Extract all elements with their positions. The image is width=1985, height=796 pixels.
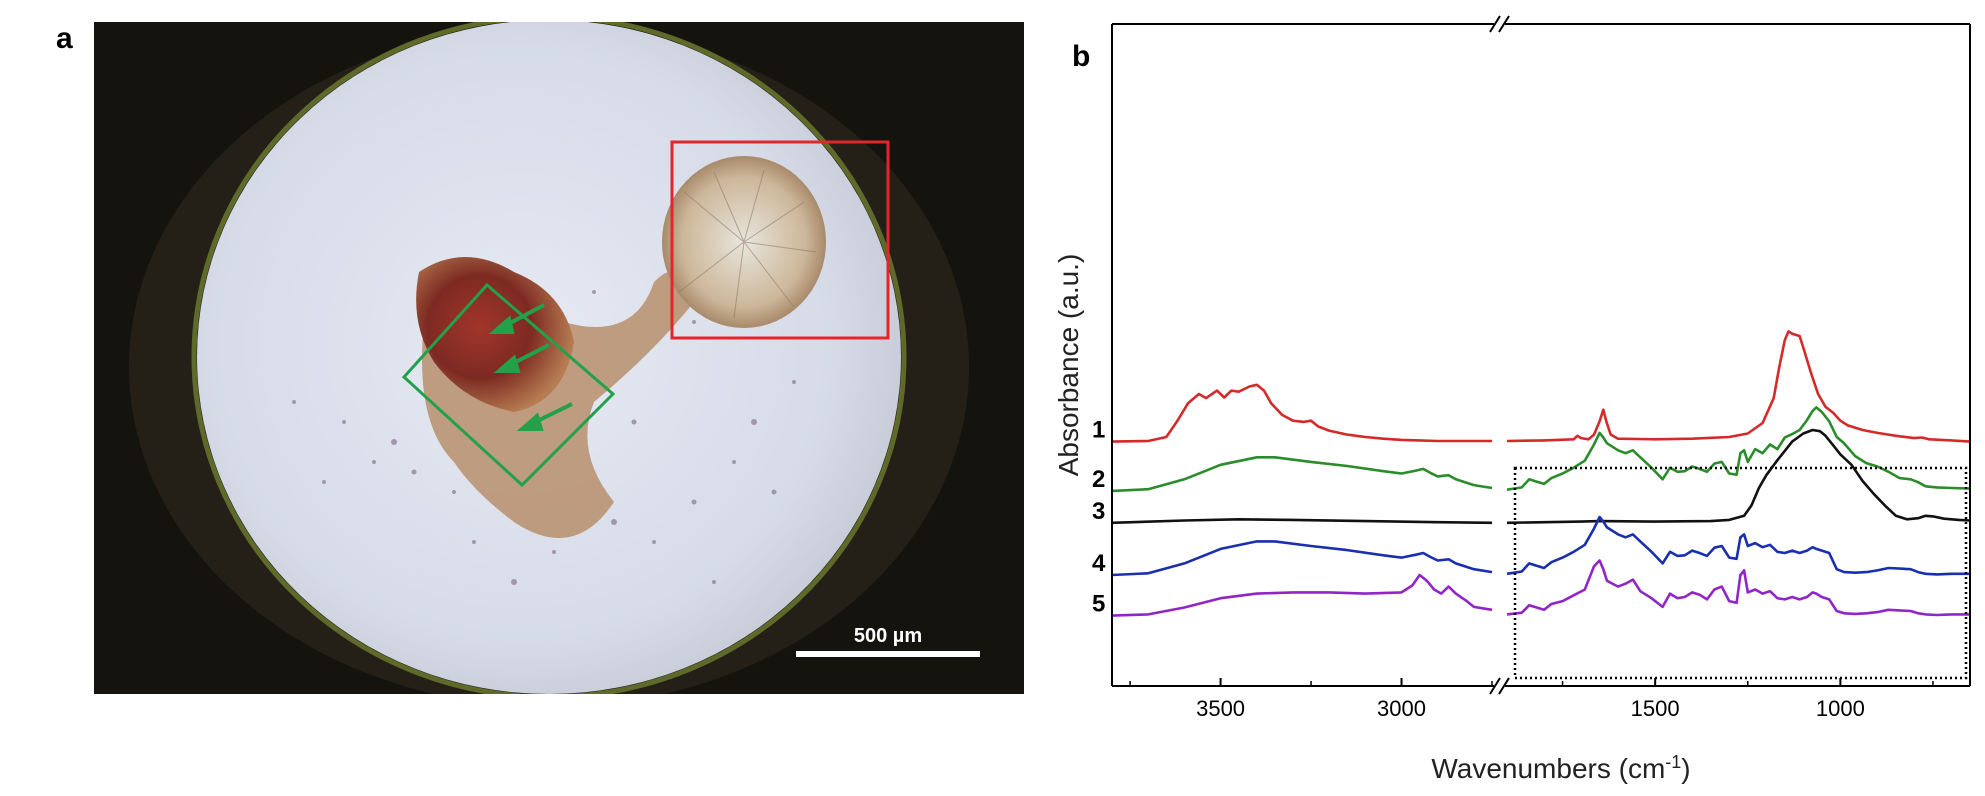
axis-break-mark [1498, 15, 1510, 33]
debris-speckles [292, 290, 796, 585]
series-3-label: 3 [1092, 498, 1105, 525]
series-5-high-line [1111, 573, 1493, 617]
series-4-high-line [1111, 540, 1493, 577]
y-axis-title: Absorbance (a.u.) [1053, 254, 1084, 477]
panel-label-a: a [56, 22, 73, 55]
axis-break-mark [1489, 677, 1501, 695]
axes-layer: 3500 3000 1500 1000 Wavenumbers (cm-1) Absorb… [1053, 15, 1971, 784]
roi-box-red [670, 140, 890, 340]
scale-bar [796, 651, 980, 657]
scale-bar-label: 500 µm [854, 625, 922, 647]
ftir-spectra-chart: 1 2 3 4 5 3500 3000 1500 1000 Wavenumbers (cm-1)… [1053, 15, 1971, 784]
series-4-label: 4 [1092, 550, 1106, 577]
roi-box-green [401, 282, 616, 488]
series-1-label: 1 [1092, 417, 1105, 444]
x-tick-label-1000: 1000 [1816, 696, 1865, 721]
panel-label-b: b [1072, 40, 1091, 73]
series-2-label: 2 [1092, 466, 1105, 493]
axis-break-mark [1498, 677, 1510, 695]
optical-micrograph: 500 µm [94, 22, 1024, 694]
inset-dotted-box [1513, 466, 1968, 680]
spectra-layer: 1 2 3 4 5 [1092, 330, 1971, 618]
series-1-low-line [1506, 330, 1971, 443]
series-2-high-line [1111, 456, 1493, 493]
series-2-low-line [1506, 406, 1971, 491]
x-tick-label-3000: 3000 [1377, 696, 1426, 721]
series-3-high-line [1111, 518, 1493, 525]
series-5-low-line [1506, 559, 1970, 617]
fiber-radial-strands [678, 169, 817, 319]
series-1-high-line [1111, 383, 1492, 443]
x-tick-label-1500: 1500 [1631, 696, 1680, 721]
axis-break-mark [1489, 15, 1501, 33]
dark-red-particle [416, 257, 574, 412]
x-axis-title: Wavenumbers (cm-1) [1431, 752, 1690, 784]
series-4-low-line [1506, 515, 1970, 576]
aperture-rim [191, 22, 907, 694]
series-3-low-line [1506, 428, 1971, 525]
green-arrows [488, 303, 573, 431]
x-tick-label-3500: 3500 [1196, 696, 1245, 721]
series-5-label: 5 [1092, 591, 1105, 618]
